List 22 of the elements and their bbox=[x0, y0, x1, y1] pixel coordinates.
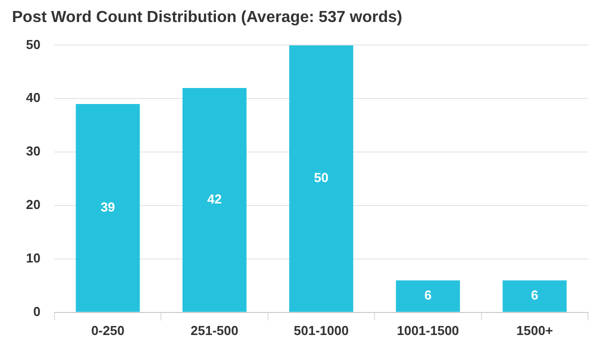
data-label: 50 bbox=[314, 170, 328, 186]
y-tick-label: 40 bbox=[26, 90, 40, 106]
bar bbox=[289, 45, 354, 312]
bar bbox=[396, 280, 460, 312]
y-tick-label: 0 bbox=[33, 304, 40, 319]
y-tick-label: 50 bbox=[26, 36, 40, 52]
bar bbox=[502, 280, 567, 312]
bar bbox=[182, 88, 247, 312]
y-tick-label: 10 bbox=[26, 250, 40, 266]
x-tick-label: 251-500 bbox=[190, 322, 238, 338]
y-tick-label: 30 bbox=[26, 144, 40, 159]
x-tick-label: 501-1000 bbox=[294, 322, 349, 338]
y-tick-label: 20 bbox=[26, 197, 40, 212]
data-label: 42 bbox=[207, 192, 222, 207]
x-tick-label: 1001-1500 bbox=[396, 322, 460, 338]
x-tick-label: 1500+ bbox=[516, 322, 554, 338]
bar bbox=[76, 104, 140, 312]
chart-title: Post Word Count Distribution (Average: 537 words) bbox=[12, 9, 402, 26]
data-label: 6 bbox=[424, 288, 432, 303]
data-label: 39 bbox=[100, 200, 116, 215]
x-tick-label: 0-250 bbox=[91, 322, 124, 338]
data-label: 6 bbox=[531, 288, 538, 303]
